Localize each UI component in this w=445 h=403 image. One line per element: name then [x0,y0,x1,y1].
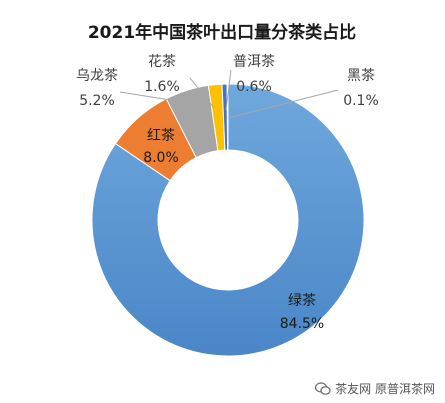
slice-value-label-0: 84.5% [280,316,324,332]
wechat-icon [315,381,331,396]
slice-name-label-2: 乌龙茶 [76,68,118,84]
leader-line-3 [189,77,215,109]
leader-line-5 [227,89,339,119]
chart-title: 2021年中国茶叶出口量分茶类占比 [88,22,356,43]
slice-value-label-2: 5.2% [79,93,115,109]
slice-0 [91,83,365,357]
slice-value-label-3: 1.6% [144,79,180,95]
slice-name-label-5: 黑茶 [347,68,375,84]
slice-name-label-1: 红茶 [147,128,175,144]
slice-value-label-5: 0.1% [343,93,379,109]
slice-name-label-4: 普洱茶 [233,54,275,70]
slice-name-label-0: 绿茶 [288,293,316,309]
slice-value-label-4: 0.6% [236,79,272,95]
leader-line-2 [119,91,184,103]
watermark-text: 茶友网 原普洱茶网 [335,382,435,396]
slice-name-label-3: 花茶 [148,54,176,70]
watermark: 茶友网 原普洱茶网 [315,380,435,397]
leader-line-4 [225,69,232,111]
slice-value-label-1: 8.0% [143,150,179,166]
